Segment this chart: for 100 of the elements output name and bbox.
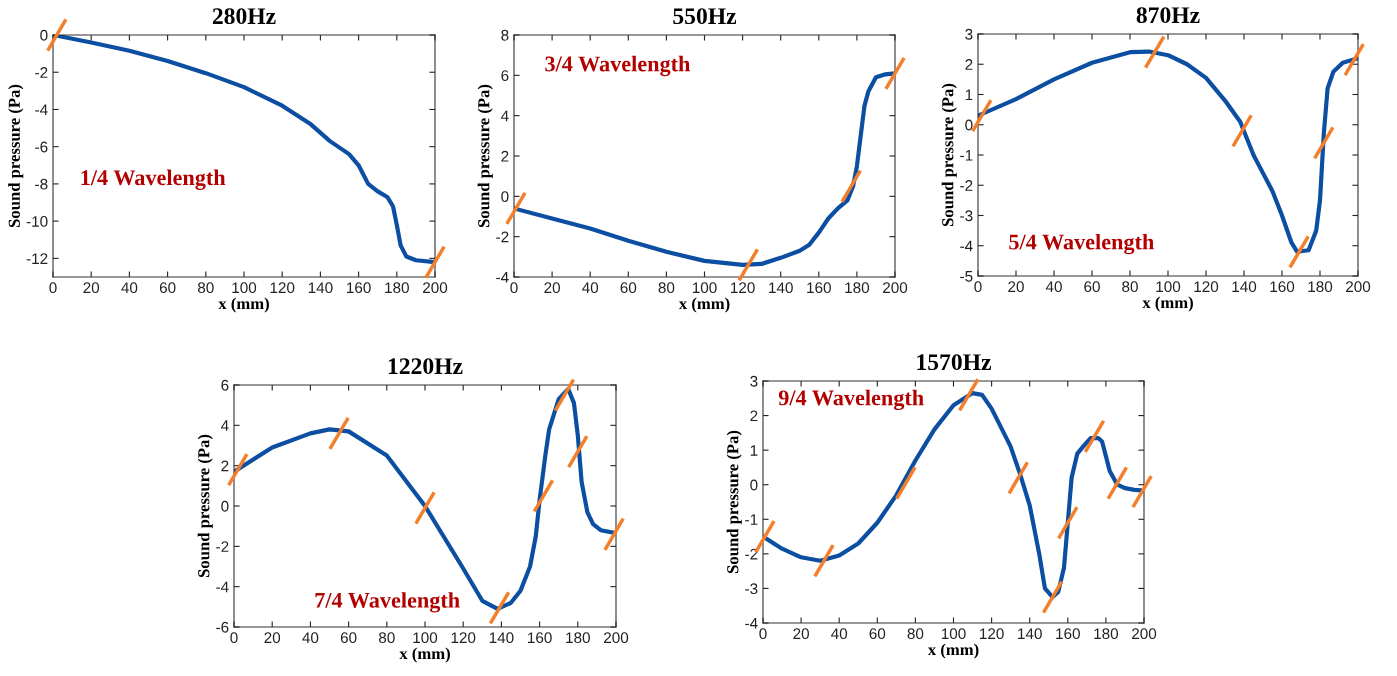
y-tick-label: -4 bbox=[745, 618, 758, 629]
x-tick-label: 40 bbox=[121, 282, 138, 294]
y-tick-label: -10 bbox=[26, 216, 48, 227]
x-tick-label: 140 bbox=[1018, 628, 1042, 640]
x-tick-label: 20 bbox=[1008, 281, 1024, 293]
x-tick-label: 200 bbox=[604, 632, 629, 644]
x-tick-label: 180 bbox=[566, 632, 590, 644]
x-tick-label: 80 bbox=[197, 282, 214, 294]
x-tick-label: 20 bbox=[83, 282, 100, 294]
x-tick-label: 20 bbox=[544, 282, 560, 294]
x-tick-label: 60 bbox=[620, 282, 637, 294]
y-tick-label: -6 bbox=[35, 141, 48, 153]
x-tick-label: 0 bbox=[510, 282, 518, 294]
x-tick-label: 40 bbox=[582, 282, 599, 294]
x-tick-label: 140 bbox=[769, 282, 793, 294]
x-tick-label: 40 bbox=[302, 632, 319, 644]
x-tick-label: 120 bbox=[451, 632, 476, 644]
y-tick-label: 2 bbox=[965, 59, 973, 70]
x-tick-label: 180 bbox=[1308, 281, 1333, 293]
x-tick-label: 180 bbox=[385, 282, 409, 294]
x-tick-label: 160 bbox=[347, 282, 371, 294]
y-axis-title: Sound pressure (Pa) bbox=[726, 430, 742, 574]
chart-title: 1220Hz bbox=[388, 358, 463, 375]
y-tick-label: -1 bbox=[745, 514, 758, 525]
x-tick-label: 60 bbox=[869, 628, 886, 640]
y-tick-label: 0 bbox=[221, 500, 229, 512]
x-tick-label: 0 bbox=[230, 632, 238, 644]
x-tick-label: 120 bbox=[980, 628, 1004, 640]
x-tick-label: 40 bbox=[831, 628, 848, 640]
y-tick-label: 0 bbox=[40, 29, 48, 41]
x-tick-label: 60 bbox=[340, 632, 357, 644]
x-tick-label: 200 bbox=[1132, 628, 1157, 640]
x-tick-label: 180 bbox=[845, 282, 870, 294]
y-tick-label: -2 bbox=[35, 67, 48, 78]
y-axis-title: Sound pressure (Pa) bbox=[477, 84, 493, 228]
y-tick-label: 2 bbox=[750, 410, 758, 422]
y-tick-label: 1 bbox=[750, 445, 758, 456]
y-tick-label: -1 bbox=[960, 150, 973, 161]
x-tick-label: 200 bbox=[1346, 281, 1371, 293]
x-tick-label: 140 bbox=[489, 632, 514, 644]
y-tick-label: -4 bbox=[216, 581, 229, 593]
y-tick-label: -4 bbox=[35, 104, 48, 115]
y-tick-label: -3 bbox=[960, 210, 973, 222]
y-tick-label: -4 bbox=[960, 240, 973, 252]
x-tick-label: 160 bbox=[1270, 281, 1295, 293]
y-tick-label: 8 bbox=[501, 29, 509, 41]
line-series bbox=[978, 49, 1358, 254]
x-tick-label: 80 bbox=[907, 628, 924, 640]
x-axis-title: x (mm) bbox=[927, 643, 979, 659]
x-tick-label: 100 bbox=[232, 282, 257, 294]
annotation: 1/4 Wavelength bbox=[81, 169, 226, 190]
chart-title: 280Hz bbox=[212, 8, 276, 25]
y-tick-label: 3 bbox=[750, 375, 758, 387]
x-tick-label: 180 bbox=[1094, 628, 1119, 640]
annotation: 3/4 Wavelength bbox=[545, 55, 691, 77]
y-tick-label: 6 bbox=[501, 70, 509, 82]
annotation: 7/4 Wavelength bbox=[315, 592, 460, 613]
y-tick-label: -2 bbox=[960, 180, 973, 191]
x-tick-label: 120 bbox=[270, 282, 295, 294]
y-tick-label: 1 bbox=[965, 89, 973, 101]
y-axis-title: Sound pressure (Pa) bbox=[8, 84, 24, 228]
y-tick-label: 4 bbox=[220, 420, 229, 431]
chart-title: 1570Hz bbox=[917, 354, 992, 371]
y-tick-label: 2 bbox=[501, 150, 509, 162]
x-axis-title: x (mm) bbox=[218, 297, 269, 313]
x-tick-label: 140 bbox=[308, 282, 333, 294]
y-tick-label: -2 bbox=[496, 231, 509, 243]
y-tick-label: 4 bbox=[500, 110, 509, 122]
y-axis-title: Sound pressure (Pa) bbox=[197, 434, 213, 578]
y-tick-label: 0 bbox=[965, 119, 973, 131]
y-tick-label: -8 bbox=[35, 178, 48, 190]
x-tick-label: 200 bbox=[423, 282, 448, 294]
y-tick-label: -5 bbox=[960, 271, 973, 282]
line-series bbox=[763, 391, 1144, 600]
x-tick-label: 80 bbox=[378, 632, 395, 644]
x-axis-title: x (mm) bbox=[399, 647, 450, 663]
y-tick-label: -12 bbox=[26, 253, 48, 264]
y-tick-label: -6 bbox=[216, 621, 229, 633]
x-tick-label: 60 bbox=[1084, 281, 1100, 293]
x-tick-label: 160 bbox=[1056, 628, 1080, 640]
x-axis-title: x (mm) bbox=[678, 297, 730, 313]
x-tick-label: 80 bbox=[1122, 281, 1138, 293]
x-tick-label: 80 bbox=[658, 282, 675, 294]
x-tick-label: 160 bbox=[807, 282, 831, 294]
x-tick-label: 40 bbox=[1045, 281, 1062, 293]
x-tick-label: 100 bbox=[941, 628, 966, 640]
y-axis-title: Sound pressure (Pa) bbox=[941, 83, 957, 227]
x-tick-label: 120 bbox=[731, 282, 755, 294]
x-tick-label: 60 bbox=[159, 282, 176, 294]
x-tick-label: 20 bbox=[793, 628, 809, 640]
x-tick-label: 0 bbox=[49, 282, 57, 294]
x-tick-label: 100 bbox=[413, 632, 438, 644]
x-tick-label: 200 bbox=[883, 282, 908, 294]
x-tick-label: 0 bbox=[974, 281, 982, 293]
annotation: 9/4 Wavelength bbox=[778, 389, 924, 411]
y-tick-label: 3 bbox=[965, 28, 973, 40]
chart-title: 870Hz bbox=[1136, 7, 1200, 24]
chart-title: 550Hz bbox=[673, 8, 737, 25]
y-tick-label: -2 bbox=[216, 541, 229, 552]
x-tick-label: 120 bbox=[1194, 281, 1219, 293]
